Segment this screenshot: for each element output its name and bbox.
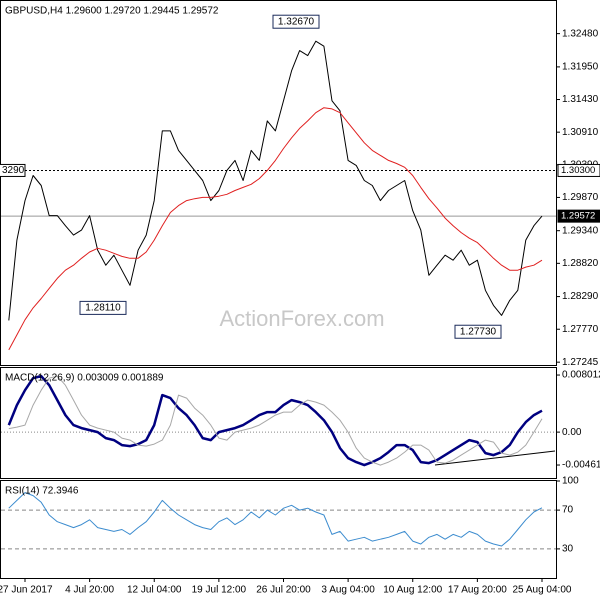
y-tick-label: 1.30910 [562,127,599,138]
series-line [8,107,543,351]
rsi-panel [0,480,557,579]
y-tick-label: 1.28290 [562,291,599,302]
y-tick-label: 1.31950 [562,62,599,73]
left-label-box [0,163,26,177]
y-tick-label: 100 [562,476,579,487]
x-tick-label: 10 Aug 12:00 [383,585,442,596]
macd-panel [0,367,557,479]
panel-title: GBPUSD,H4 1.29600 1.29720 1.29445 1.2957… [5,6,219,17]
level-box [557,163,600,177]
y-tick-label: 1.31430 [562,94,599,105]
y-tick-label: 70 [562,505,574,516]
level-label: 1.30300 [561,165,595,176]
annotation-label: 1.28110 [85,303,121,314]
x-tick-label: 27 Jun 2017 [0,585,53,596]
x-tick-label: 4 Jul 20:00 [65,585,114,596]
y-tick-label: 1.28820 [562,258,599,269]
x-tick-label: 19 Jul 12:00 [192,585,247,596]
annotation-box [79,300,127,315]
y-tick-label: 1.27770 [562,324,599,335]
price-panel [0,0,557,366]
watermark: ActionForex.com [219,306,384,331]
annotation-label: 1.32670 [278,16,315,27]
x-tick-label: 25 Aug 04:00 [513,585,572,596]
x-tick-label: 17 Aug 20:00 [448,585,507,596]
y-tick-label: 1.27245 [562,357,599,368]
y-tick-label: 30 [562,544,574,555]
y-tick-label: 1.32480 [562,28,599,39]
annotation-label: 1.27730 [460,326,497,337]
x-tick-label: 3 Aug 04:00 [321,585,375,596]
level-box [557,209,600,223]
y-tick-label: 1.29870 [562,192,599,203]
trend-line [434,450,556,466]
series-line [8,375,543,466]
annotation-box [454,324,502,339]
series-line [7,374,543,467]
y-tick-label: -0.004619 [562,460,600,471]
y-tick-label: 1.29340 [562,225,599,236]
y-tick-label: 0.00 [562,427,582,438]
level-label: 1.29572 [561,211,595,222]
left-label: 3290 [2,165,25,176]
x-tick-label: 12 Jul 04:00 [127,585,182,596]
x-tick-label: 26 Jul 20:00 [256,585,311,596]
y-tick-label: 0.008012 [562,370,600,381]
series-line [8,40,543,321]
series-line [8,492,543,547]
panel-title: RSI(14) 72.3946 [5,486,79,497]
panel-title: MACD(12,26,9) 0.003009 0.001889 [5,373,164,384]
annotation-box [272,14,320,29]
